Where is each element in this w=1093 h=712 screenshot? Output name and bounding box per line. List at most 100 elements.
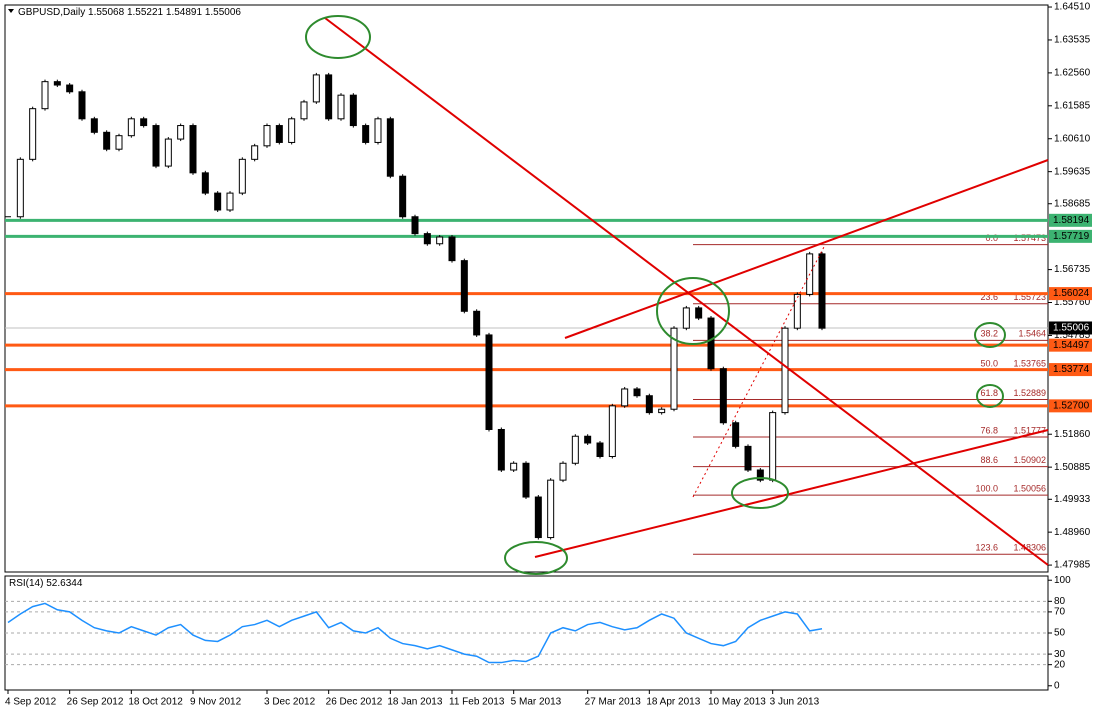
candle-body (337, 94, 345, 120)
ellipse (656, 277, 730, 345)
level-tag (1049, 321, 1092, 335)
fibo-level: 61.8 (980, 388, 998, 398)
candle-body (423, 233, 431, 245)
candle-body (658, 408, 666, 414)
candle-body (177, 125, 185, 140)
y-tick-label: 1.47985 (1054, 560, 1091, 571)
y-tick-label: 0 (1054, 680, 1060, 691)
candle-body (201, 172, 209, 194)
x-tick-label: 4 Sep 2012 (5, 697, 57, 708)
candle-body (769, 412, 777, 481)
x-tick-label: 9 Nov 2012 (190, 697, 242, 708)
x-tick-label: 18 Apr 2013 (646, 697, 700, 708)
rsi-title: RSI(14) (9, 578, 43, 589)
candle-body (127, 118, 135, 137)
candle-body (312, 74, 320, 103)
candle-body (140, 118, 148, 127)
level-tag (1049, 229, 1092, 243)
candle-body (621, 388, 629, 407)
y-tick-label: 1.55760 (1054, 297, 1091, 308)
candle-body (103, 131, 111, 150)
candle-body (534, 496, 542, 539)
x-tick-label: 26 Sep 2012 (67, 697, 124, 708)
y-tick-label: 70 (1054, 607, 1066, 618)
candle-body (522, 462, 530, 498)
candle-body (349, 94, 357, 127)
y-tick-label: 1.64510 (1054, 2, 1091, 13)
y-tick-label: 1.62560 (1054, 68, 1091, 79)
fibo-level: 23.6 (980, 292, 998, 302)
rsi-line (7, 602, 823, 664)
candle-body (152, 125, 160, 167)
y-tick-label: 50 (1054, 628, 1066, 639)
fibo-price: 1.53765 (1013, 358, 1046, 368)
x-tick-label: 18 Oct 2012 (128, 697, 183, 708)
rsi-panel (4, 575, 1049, 691)
y-tick-label: 1.58685 (1054, 198, 1091, 209)
symbol: GBPUSD,Daily (18, 7, 85, 18)
ellipse (731, 477, 789, 509)
chart-header: GBPUSD,Daily 1.55068 1.55221 1.54891 1.5… (18, 7, 241, 18)
candle-body (497, 428, 505, 471)
candle-body (510, 462, 518, 471)
open: 1.55068 (88, 7, 125, 18)
fibo-level: 50.0 (980, 358, 998, 368)
candle-body (608, 405, 616, 458)
fibo-level: 38.2 (980, 329, 998, 339)
level-label: 1.57719 (1053, 231, 1090, 242)
x-tick-label: 26 Dec 2012 (326, 697, 383, 708)
candle-body (695, 307, 703, 319)
candle-body (547, 479, 555, 539)
fibo-price: 1.57473 (1013, 233, 1046, 243)
y-tick-label: 1.56735 (1054, 264, 1091, 275)
candle-body (719, 368, 727, 424)
candle-body (584, 435, 592, 444)
candle-body (214, 192, 222, 211)
y-tick-label: 1.61585 (1054, 100, 1091, 111)
y-tick-label: 1.49933 (1054, 494, 1091, 505)
ellipse (305, 15, 371, 59)
x-tick-label: 27 Mar 2013 (585, 697, 642, 708)
candle-body (485, 334, 493, 430)
y-tick-label: 1.51860 (1054, 429, 1091, 440)
candle-body (78, 91, 86, 120)
fibo-price: 1.55723 (1013, 292, 1046, 302)
fibo-price: 1.50902 (1013, 455, 1046, 465)
level-tag (1049, 399, 1092, 413)
candle-body (793, 293, 801, 329)
close: 1.55006 (205, 7, 242, 18)
rsi-value: 52.6344 (46, 578, 83, 589)
y-tick-label: 1.60610 (1054, 133, 1091, 144)
candle-body (164, 138, 172, 167)
candle-body (682, 307, 690, 329)
level-label: 1.53774 (1053, 364, 1090, 375)
fibo-price: 1.51777 (1013, 425, 1046, 435)
fibo-price: 1.52889 (1013, 388, 1046, 398)
y-tick-label: 1.54785 (1054, 330, 1091, 341)
menu-icon[interactable] (8, 9, 14, 13)
fibo-price: 1.5464 (1018, 329, 1046, 339)
candle-body (732, 422, 740, 447)
level-label: 1.58194 (1053, 215, 1090, 226)
candle-body (226, 192, 234, 211)
y-tick-label: 30 (1054, 649, 1066, 660)
annotations (324, 17, 1049, 566)
candle-body (66, 84, 74, 93)
low: 1.54891 (166, 7, 203, 18)
level-tag (1049, 213, 1092, 227)
candle-body (645, 395, 653, 414)
candle-body (374, 118, 382, 143)
y-tick-label: 1.59635 (1054, 166, 1091, 177)
candle-body (263, 125, 271, 147)
fibo-level: 100.0 (975, 484, 998, 494)
x-tick-label: 3 Dec 2012 (264, 697, 316, 708)
y-tick-label: 20 (1054, 659, 1066, 670)
fibo-price: 1.48306 (1013, 543, 1046, 553)
level-tag (1049, 287, 1092, 301)
x-tick-label: 11 Feb 2013 (449, 697, 505, 708)
candle-body (781, 327, 789, 414)
candle-body (707, 317, 715, 370)
candle-body (670, 327, 678, 410)
level-label: 1.54497 (1053, 340, 1090, 351)
